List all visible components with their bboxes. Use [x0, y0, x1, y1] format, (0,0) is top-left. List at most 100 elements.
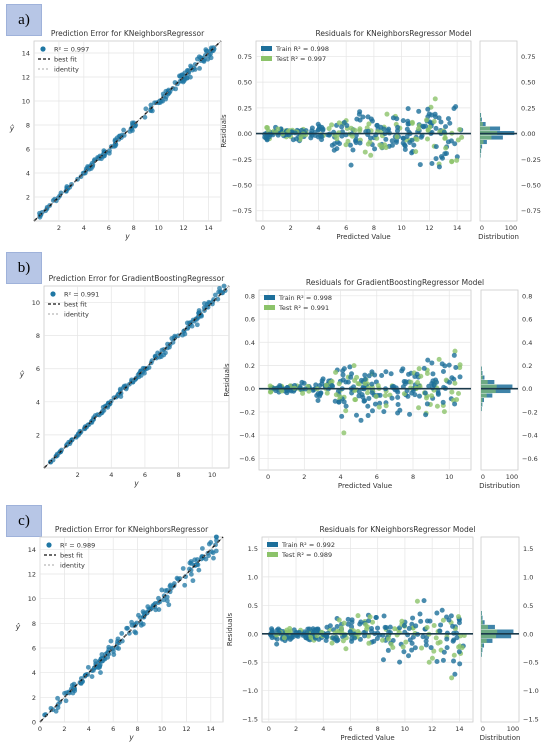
train-point — [308, 135, 314, 141]
train-point — [418, 618, 424, 624]
dist-bar-test — [480, 149, 481, 154]
test-point — [352, 127, 358, 133]
train-point — [318, 390, 324, 396]
data-point — [140, 621, 146, 627]
y-axis-label: Residuals — [220, 114, 228, 148]
test-point — [364, 390, 370, 396]
test-point — [300, 390, 306, 396]
chart-title: Prediction Error for KNeighborsRegressor — [51, 29, 205, 38]
train-point — [388, 371, 394, 377]
train-point — [425, 357, 431, 363]
train-point — [348, 374, 354, 380]
test-point — [343, 142, 349, 148]
train-point — [348, 162, 354, 168]
test-point — [365, 633, 371, 639]
y-tick-label-right: 0.6 — [522, 316, 532, 324]
test-point — [418, 373, 424, 379]
test-point — [424, 117, 430, 123]
x-tick-label: 2 — [294, 725, 298, 733]
data-point — [111, 395, 117, 401]
data-point — [102, 149, 107, 155]
train-point — [377, 392, 383, 398]
train-point — [369, 381, 375, 387]
x-tick-label: 0 — [267, 725, 271, 733]
y-tick-label-right: 0.0 — [522, 385, 532, 393]
train-point — [345, 621, 351, 627]
test-point — [267, 383, 273, 389]
dist-bar-test — [481, 380, 488, 385]
test-point — [343, 646, 349, 652]
train-point — [434, 610, 440, 616]
train-point — [417, 611, 423, 617]
dist-bar-test — [481, 638, 487, 643]
train-point — [450, 623, 456, 629]
test-point — [431, 622, 437, 628]
dist-tick-label: 0 — [480, 224, 484, 232]
test-point — [368, 152, 374, 158]
test-point — [284, 627, 290, 633]
x-tick-label: 6 — [107, 224, 111, 232]
data-point — [125, 625, 130, 631]
data-point — [85, 664, 91, 670]
y-tick-label-right: −0.6 — [522, 455, 538, 463]
x-tick-label: 12 — [425, 224, 433, 232]
y-tick-label: 10 — [32, 299, 40, 307]
test-point — [356, 381, 362, 387]
data-point — [180, 566, 186, 571]
train-point — [452, 401, 458, 407]
test-point — [429, 393, 435, 399]
data-point — [143, 106, 149, 112]
train-point — [448, 613, 454, 619]
dist-bar-test — [481, 629, 498, 634]
train-point — [402, 146, 408, 152]
train-point — [366, 395, 372, 401]
train-point — [405, 121, 411, 127]
dist-bar-test — [481, 393, 487, 398]
data-point — [180, 332, 185, 338]
x-tick-label: 8 — [136, 725, 140, 733]
x-tick-label: 12 — [179, 224, 187, 232]
train-point — [428, 645, 434, 651]
data-point — [107, 148, 112, 154]
test-point — [336, 120, 342, 126]
train-point — [371, 638, 377, 644]
data-point — [206, 299, 212, 305]
train-point — [352, 138, 358, 144]
train-point — [347, 142, 353, 148]
train-point — [443, 124, 449, 130]
y-tick-label: 0.50 — [238, 79, 252, 87]
test-point — [408, 385, 414, 391]
y-tick-label-right: −0.4 — [522, 432, 538, 440]
train-point — [332, 398, 338, 404]
train-point — [402, 143, 408, 149]
train-point — [430, 371, 436, 377]
train-point — [424, 618, 430, 624]
y-tick-label: −0.6 — [239, 455, 255, 463]
test-point — [452, 380, 458, 386]
train-point — [446, 362, 452, 368]
y-tick-label: 2 — [26, 194, 30, 202]
data-point — [192, 62, 198, 67]
train-point — [401, 649, 407, 655]
test-point — [416, 366, 422, 372]
train-point — [340, 372, 346, 378]
legend-marker-points — [46, 542, 52, 548]
y-tick-label: −0.4 — [239, 432, 255, 440]
train-point — [356, 393, 362, 399]
train-point — [410, 615, 416, 621]
train-point — [397, 407, 403, 413]
train-point — [315, 121, 321, 127]
test-point — [454, 157, 460, 163]
train-point — [375, 625, 381, 631]
train-point — [440, 369, 446, 375]
train-point — [349, 619, 355, 625]
x-tick-label: 4 — [109, 471, 113, 479]
data-point — [188, 571, 194, 577]
data-point — [63, 698, 69, 704]
test-point — [366, 640, 372, 646]
train-point — [293, 136, 299, 142]
test-point — [281, 635, 287, 641]
test-point — [384, 111, 390, 117]
y-tick-label: 0 — [32, 719, 36, 727]
y-tick-label: −1.0 — [242, 687, 258, 695]
